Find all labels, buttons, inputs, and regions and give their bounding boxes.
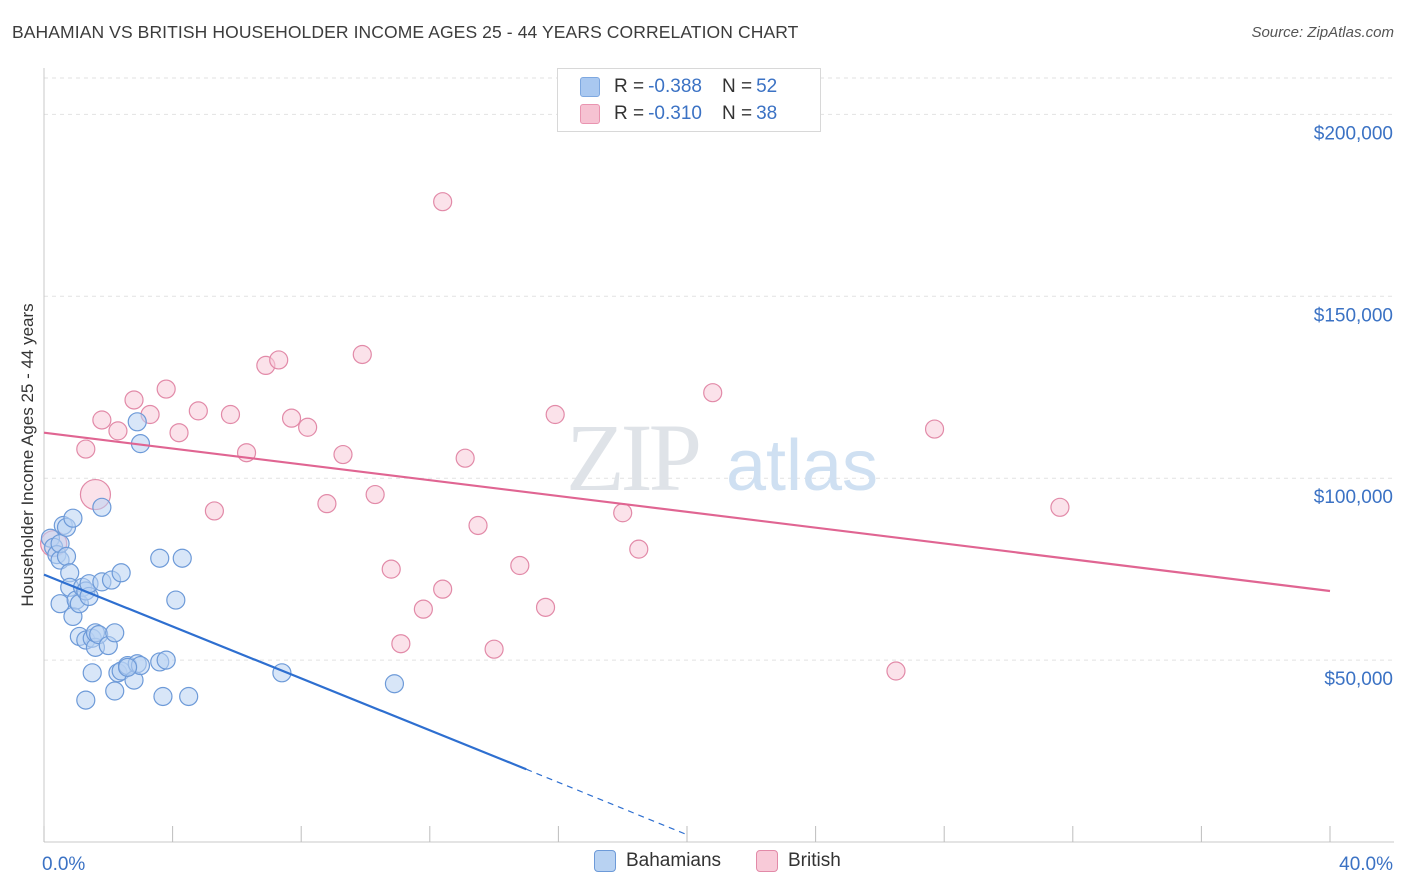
legend-r-label: R = [614,103,645,124]
data-point [92,410,112,430]
data-point [924,419,945,439]
y-tick-label: $100,000 [1314,487,1393,508]
data-point [127,412,147,432]
data-point [455,448,475,468]
data-point [111,563,131,583]
legend-row-british: R = -0.310 N = 38 [580,101,777,127]
data-point [484,639,504,659]
y-axis-label: Householder Income Ages 25 - 44 years [18,303,37,607]
watermark-zip: ZIP [566,404,699,511]
data-point [169,423,189,443]
legend-swatch-british [580,104,600,124]
legend: R = -0.388 N = 52 R = -0.310 N = 38 [557,68,821,132]
series-bahamians [40,412,405,710]
data-point [510,555,530,576]
trend-line-bahamians-extension [526,768,688,836]
data-point [433,579,453,599]
data-point [333,444,353,465]
bottom-legend-swatch-british [756,850,778,872]
y-tick-label: $150,000 [1314,305,1393,326]
data-point [384,674,405,694]
data-point [381,559,401,579]
data-point [108,421,128,441]
data-point [156,379,176,399]
data-point [105,623,125,643]
data-point [545,404,565,425]
data-point [413,599,433,619]
data-point [156,650,176,670]
data-point [105,681,125,701]
data-point [56,546,77,567]
data-point [886,661,906,681]
trend-line-bahamians [43,573,527,771]
data-point [468,515,488,536]
source-label: Source: ZipAtlas.com [1251,24,1394,41]
grid-lines [44,77,1394,661]
bottom-legend-swatch-bahamians [594,850,616,872]
data-point [1050,497,1070,517]
legend-n-label: N = [721,103,753,124]
x-tick-label: 0.0% [42,854,85,875]
data-point [317,494,337,514]
data-point [92,497,112,517]
data-point [179,686,199,707]
data-point [76,690,96,710]
data-point [220,404,241,425]
legend-r-label: R = [614,76,645,97]
legend-n-value: 52 [756,76,778,97]
legend-row-bahamians: R = -0.388 N = 52 [580,74,777,100]
legend-n-label: N = [721,76,753,97]
data-point [535,597,556,617]
data-point [298,417,318,437]
data-point [433,192,453,212]
trend-lines [43,431,1331,836]
data-point [352,344,372,365]
x-tick-labels: 0.0% 40.0% [42,854,1393,875]
bottom-legend-bahamians: Bahamians [594,850,721,872]
data-point [153,686,173,707]
trend-line-british [43,431,1331,593]
y-tick-labels: $50,000 $100,000 $150,000 $200,000 [1314,123,1393,690]
y-tick-label: $200,000 [1314,123,1393,144]
bottom-legend-label: Bahamians [626,850,722,871]
bottom-legend-label: British [788,850,841,871]
axes [43,68,1394,843]
data-point [204,501,224,521]
data-point [76,439,96,459]
data-point [391,634,411,654]
data-point [50,594,70,614]
series-british [40,192,1070,681]
data-point [124,390,144,410]
legend-r-value: -0.388 [648,76,702,97]
data-point [613,503,633,523]
y-tick-label: $50,000 [1324,669,1393,690]
data-point [82,663,102,683]
data-point [629,539,649,559]
data-point [172,548,192,568]
data-point [117,657,138,677]
data-point [63,508,83,528]
legend-r-value: -0.310 [648,103,702,124]
data-point [188,401,208,421]
bottom-legend-british: British [756,850,841,872]
legend-n-value: 38 [756,103,778,124]
watermark: ZIP atlas [566,404,878,511]
x-tick-label: 40.0% [1339,854,1393,875]
legend-swatch-bahamians [580,77,600,97]
data-point [150,548,170,568]
data-point [365,484,385,505]
data-point [166,590,186,610]
data-point [269,350,289,370]
data-point [703,383,723,403]
data-point [281,408,302,428]
bottom-legend: Bahamians British [0,850,1406,878]
chart-title: BAHAMIAN VS BRITISH HOUSEHOLDER INCOME A… [12,22,799,42]
watermark-atlas: atlas [726,426,878,506]
